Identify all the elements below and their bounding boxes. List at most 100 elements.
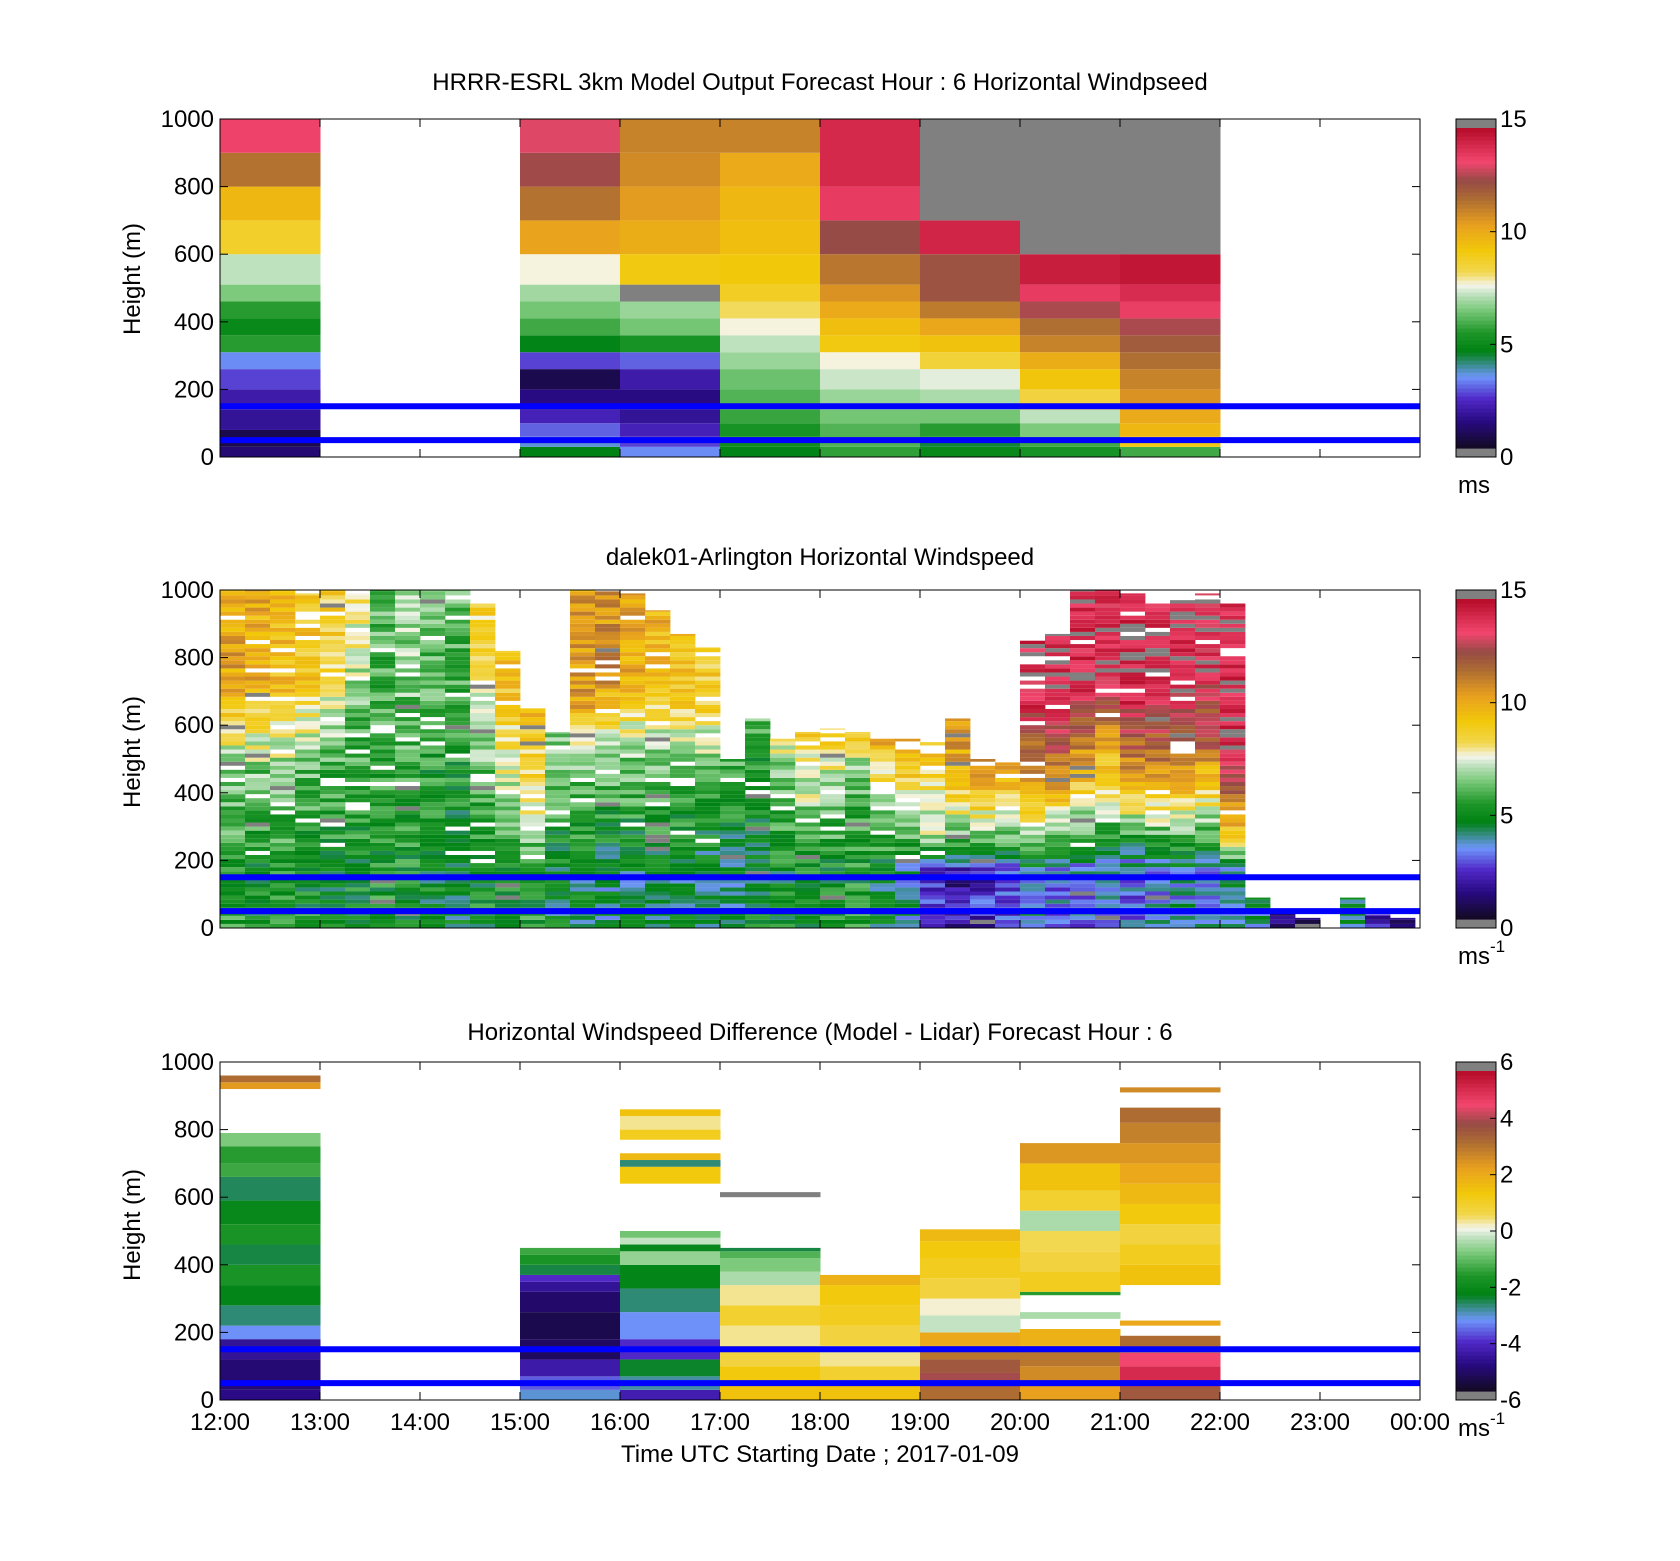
heatmap-cell	[770, 895, 796, 900]
heatmap-cell	[1070, 822, 1096, 827]
heatmap-cell	[1120, 1352, 1221, 1367]
heatmap-cell	[570, 684, 596, 689]
heatmap-cell	[670, 822, 696, 827]
heatmap-cell	[220, 757, 246, 762]
heatmap-cell	[370, 672, 396, 677]
heatmap-cell	[695, 915, 721, 920]
heatmap-cell	[1220, 745, 1246, 750]
heatmap-cell	[920, 1258, 1021, 1279]
heatmap-cell	[1120, 599, 1146, 604]
heatmap-cell	[670, 915, 696, 920]
heatmap-cell	[1020, 1210, 1121, 1231]
heatmap-cell	[1195, 648, 1221, 653]
heatmap-cell	[420, 850, 446, 855]
heatmap-cell	[270, 830, 296, 835]
heatmap-cell	[370, 619, 396, 624]
heatmap-cell	[1295, 919, 1321, 924]
heatmap-cell	[395, 595, 421, 600]
heatmap-cell	[1145, 895, 1171, 900]
heatmap-cell	[520, 713, 546, 718]
heatmap-cell	[645, 867, 671, 872]
heatmap-cell	[220, 619, 246, 624]
heatmap-cell	[1095, 769, 1121, 774]
heatmap-cell	[345, 668, 371, 673]
heatmap-cell	[670, 798, 696, 803]
heatmap-cell	[1220, 899, 1246, 904]
heatmap-cell	[1020, 369, 1121, 390]
heatmap-cell	[745, 718, 771, 722]
heatmap-cell	[620, 369, 721, 390]
heatmap-cell	[345, 786, 371, 791]
heatmap-cell	[1145, 814, 1171, 819]
heatmap-cell	[270, 790, 296, 795]
heatmap-cell	[495, 915, 521, 920]
heatmap-cell	[495, 810, 521, 815]
heatmap-cell	[1170, 603, 1196, 608]
heatmap-cell	[620, 409, 721, 424]
heatmap-cell	[970, 871, 996, 876]
heatmap-cell	[895, 786, 921, 791]
x-tick-label: 17:00	[690, 1409, 750, 1436]
heatmap-cell	[920, 119, 1021, 221]
heatmap-cell	[220, 696, 246, 701]
heatmap-cell	[545, 753, 571, 758]
heatmap-cell	[895, 781, 921, 787]
heatmap-cell	[595, 822, 621, 827]
heatmap-cell	[670, 802, 696, 807]
heatmap-cell	[745, 737, 771, 742]
heatmap-cell	[1095, 660, 1121, 665]
heatmap-cell	[595, 891, 621, 896]
heatmap-cell	[545, 814, 571, 819]
heatmap-cell	[1095, 777, 1121, 782]
heatmap-cell	[620, 879, 646, 884]
heatmap-cell	[1120, 595, 1146, 600]
heatmap-cell	[870, 741, 896, 746]
heatmap-cell	[670, 863, 696, 868]
heatmap-cell	[720, 806, 746, 811]
heatmap-cell	[370, 753, 396, 758]
heatmap-cell	[770, 883, 796, 888]
heatmap-cell	[1145, 708, 1171, 714]
heatmap-cell	[995, 850, 1021, 855]
heatmap-cell	[495, 802, 521, 807]
heatmap-cell	[1095, 846, 1121, 851]
heatmap-cell	[845, 879, 871, 884]
heatmap-cell	[545, 895, 571, 900]
colorbar-step	[1456, 1095, 1496, 1100]
heatmap-cell	[220, 284, 321, 302]
colorbar-tick-label: 0	[1500, 444, 1513, 471]
heatmap-cell	[320, 664, 346, 669]
heatmap-cell	[1095, 879, 1121, 884]
y-tick-label: 1000	[161, 1049, 214, 1076]
heatmap-cell	[1220, 603, 1246, 608]
heatmap-cell	[995, 777, 1021, 782]
heatmap-cell	[295, 688, 321, 693]
heatmap-cell	[795, 895, 821, 900]
colorbar-unit-exponent: -1	[1490, 1409, 1505, 1428]
heatmap-cell	[1095, 834, 1121, 839]
heatmap-cell	[345, 798, 371, 803]
colorbar-step	[1456, 164, 1496, 169]
heatmap-cell	[695, 765, 721, 770]
heatmap-cell	[1195, 838, 1221, 843]
heatmap-cell	[1020, 733, 1046, 738]
heatmap-cell	[795, 923, 821, 928]
heatmap-cell	[1220, 737, 1246, 742]
heatmap-cell	[1340, 919, 1366, 924]
heatmap-cell	[245, 781, 271, 787]
heatmap-cell	[220, 1264, 321, 1286]
heatmap-cell	[870, 818, 896, 823]
heatmap-cell	[745, 798, 771, 803]
heatmap-cell	[1120, 830, 1146, 835]
heatmap-cell	[220, 631, 246, 636]
heatmap-cell	[820, 318, 921, 336]
heatmap-cell	[620, 915, 646, 920]
heatmap-cell	[795, 794, 821, 799]
heatmap-cell	[845, 757, 871, 762]
heatmap-cell	[295, 656, 321, 661]
heatmap-cell	[595, 652, 621, 657]
heatmap-cell	[645, 798, 671, 803]
heatmap-cell	[670, 737, 696, 742]
heatmap-cell	[345, 652, 371, 657]
